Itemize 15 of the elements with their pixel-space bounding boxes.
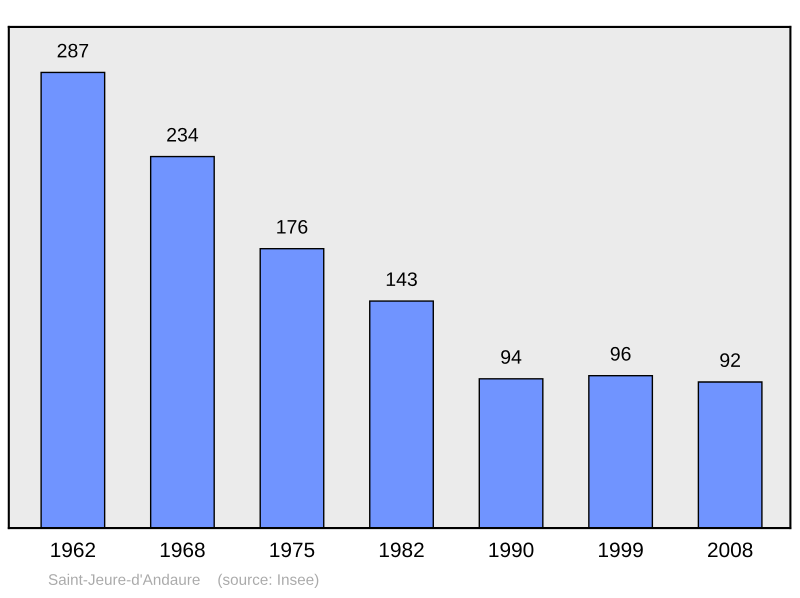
data-label: 287: [58, 44, 88, 58]
x-tick-label: 1999: [599, 542, 643, 558]
x-tick-label: 1975: [270, 542, 314, 558]
text: Saint-Jeure-d'Andaure (source: Insee): [48, 574, 318, 588]
x-tick-label: 2008: [708, 542, 752, 558]
x-tick-label: 1990: [489, 542, 534, 558]
x-tick-label: 1968: [160, 542, 205, 558]
data-label: 176: [277, 220, 308, 234]
data-label: 234: [167, 128, 198, 142]
data-label: 96: [610, 346, 631, 361]
x-tick-label: 1982: [380, 542, 424, 558]
data-label: 143: [386, 272, 417, 286]
data-label: 94: [501, 350, 522, 364]
x-tick-label: 1962: [51, 542, 96, 558]
data-label: 92: [720, 353, 740, 368]
